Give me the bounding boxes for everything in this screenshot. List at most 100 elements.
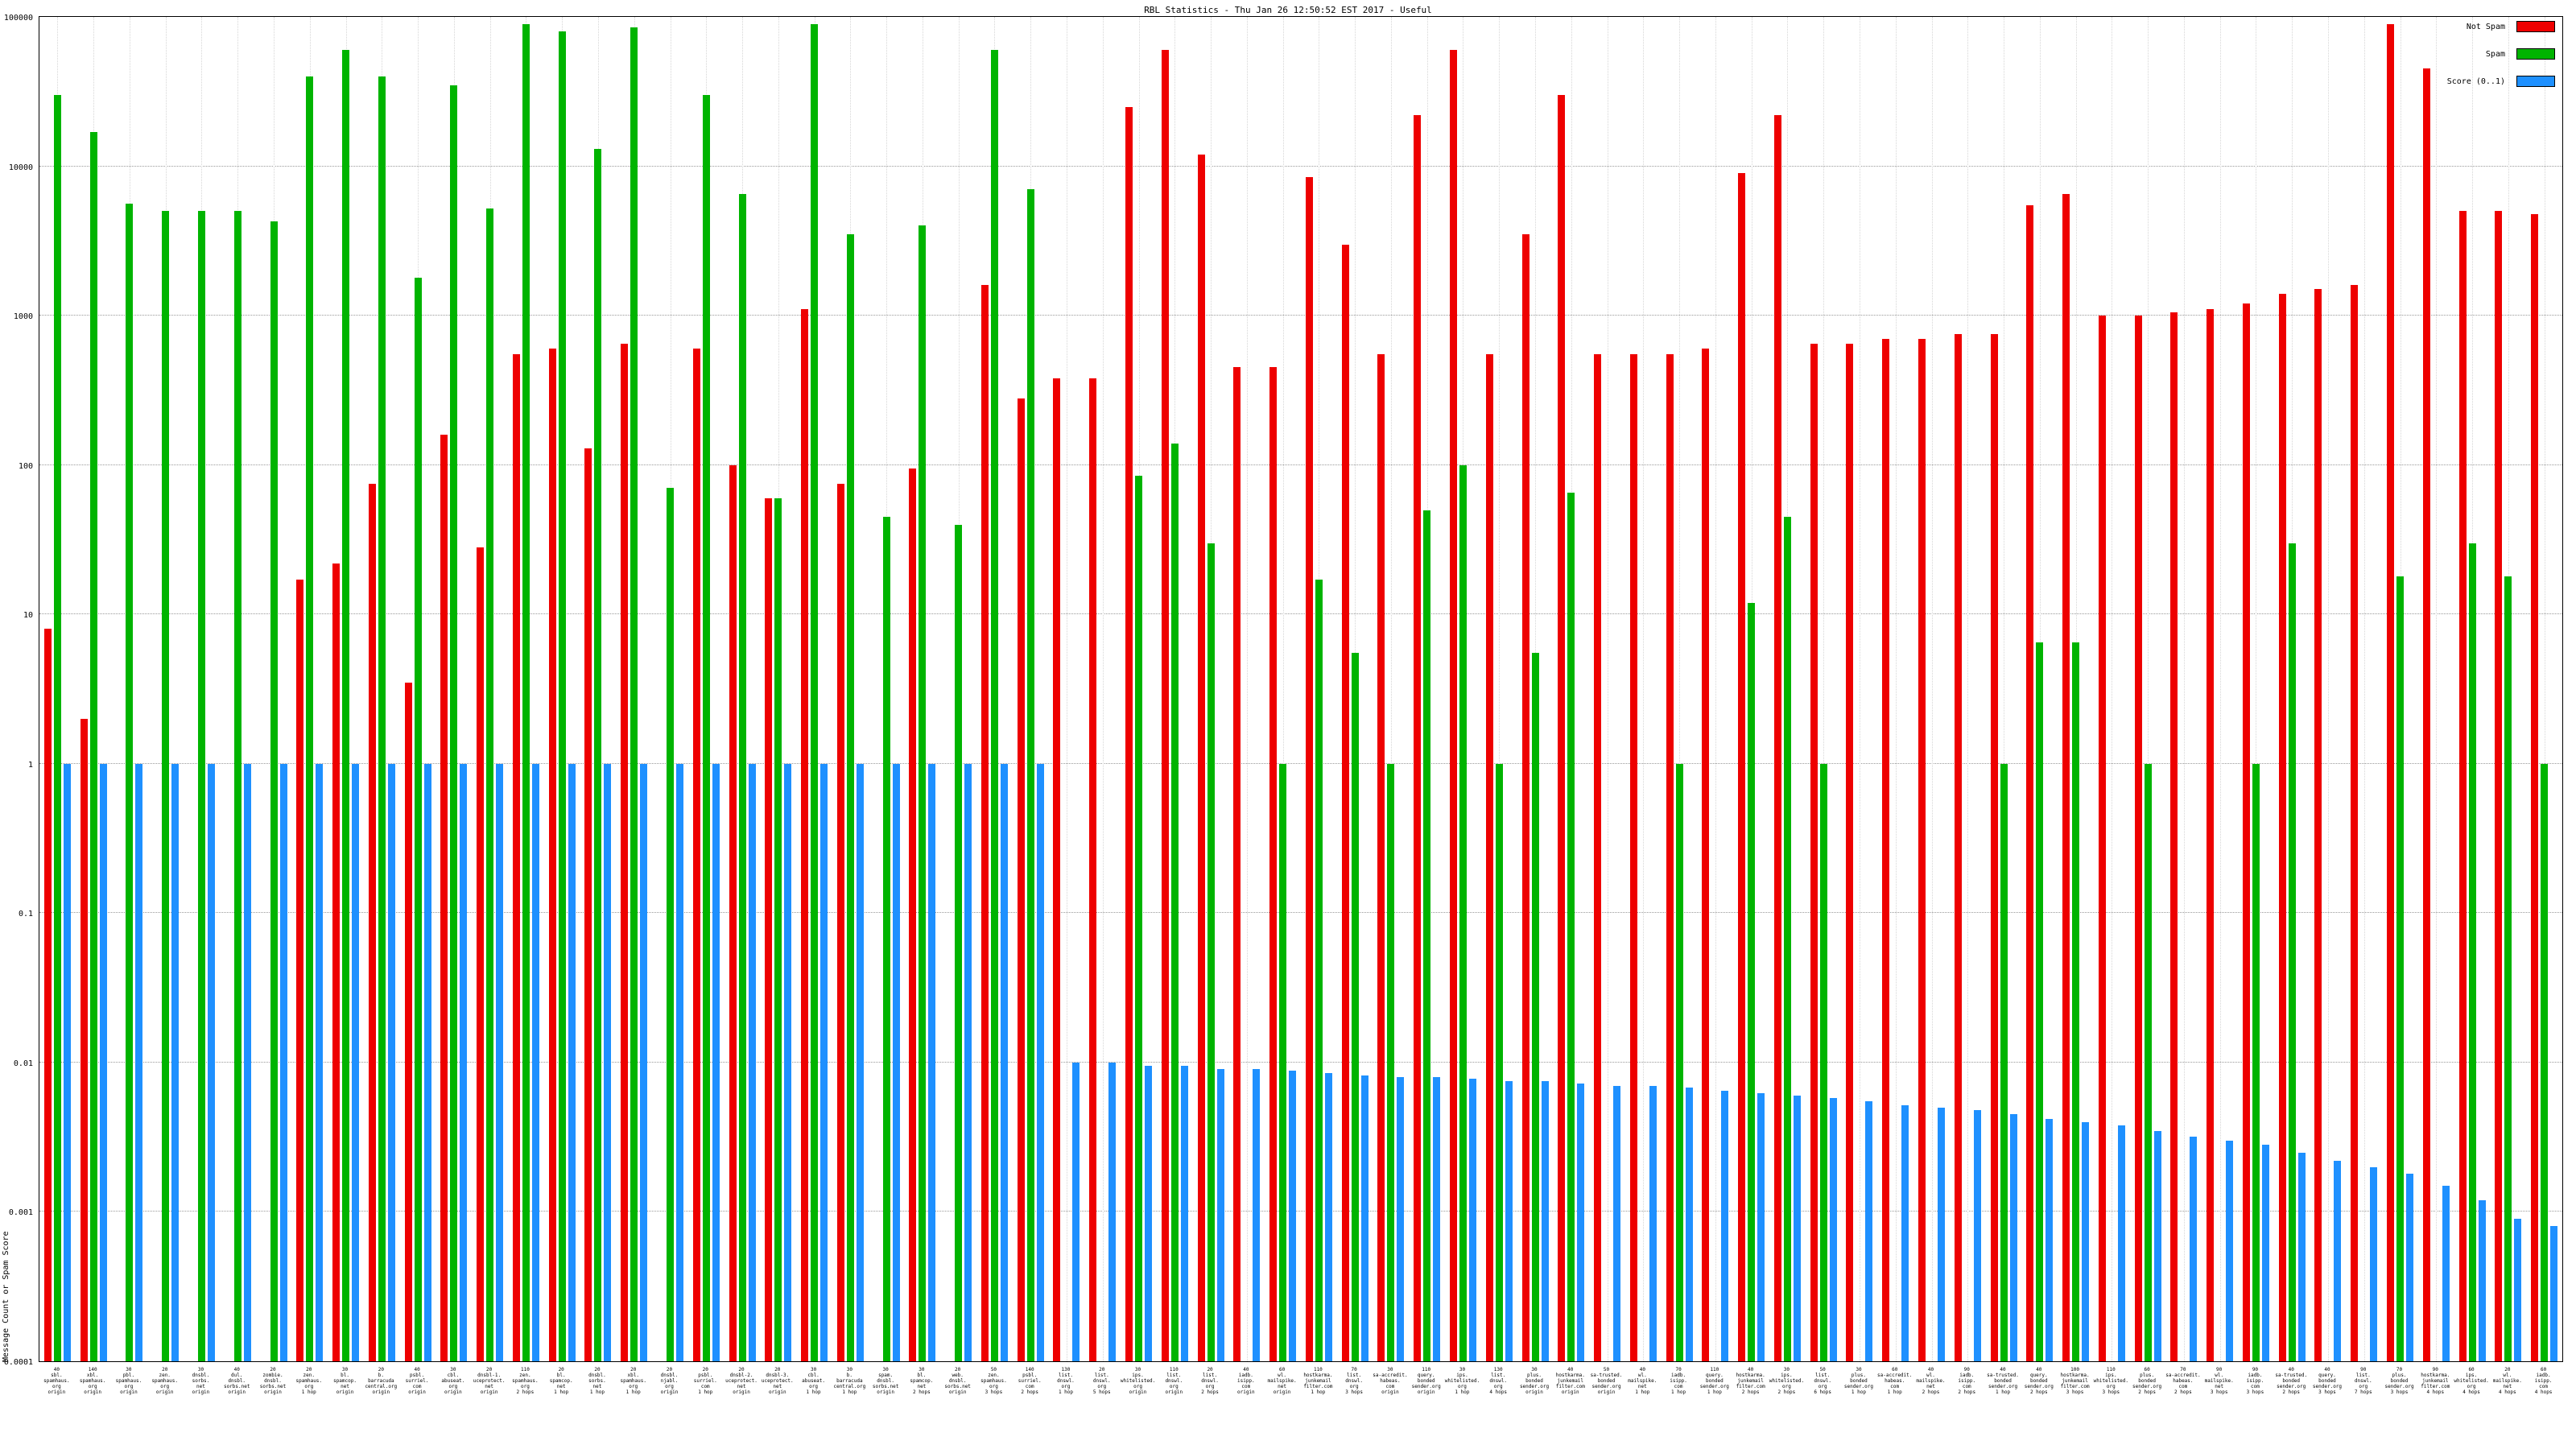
gridline-vertical xyxy=(2327,17,2329,1361)
bar-score-0-1- xyxy=(1541,1081,1549,1361)
gridline-vertical xyxy=(2363,17,2365,1361)
x-tick-label: 60 sa-accredit. habeas. com 1 hop xyxy=(1877,1367,1913,1395)
bar-not-spam xyxy=(332,563,341,1361)
y-tick-label: 1000 xyxy=(13,312,33,322)
bar-not-spam xyxy=(2242,303,2250,1361)
x-tick-label: 30 sa-accredit. habeas. com origin xyxy=(1373,1367,1408,1395)
bar-not-spam xyxy=(2026,204,2034,1361)
x-tick-label: 20 b. barracuda central.org origin xyxy=(365,1367,398,1395)
bar-spam xyxy=(702,95,710,1361)
y-tick-label: 0.0001 xyxy=(3,1358,33,1367)
x-tick-label: 40 query. bonded sender.org 2 hops xyxy=(2024,1367,2054,1395)
gridline-horizontal xyxy=(39,1061,2562,1063)
x-tick-label: 70 sa-accredit. habeas. com 2 hops xyxy=(2165,1367,2201,1395)
x-tick-label: 20 bl. spamcop. net 1 hop xyxy=(549,1367,573,1395)
bar-spam xyxy=(1170,443,1179,1361)
bar-spam xyxy=(630,27,638,1361)
legend: Not Spam Spam Score (0..1) xyxy=(2447,21,2555,103)
bar-score-0-1- xyxy=(2190,1136,2198,1361)
bar-spam xyxy=(2036,642,2044,1361)
bar-spam xyxy=(1135,475,1143,1361)
bar-score-0-1- xyxy=(2261,1145,2269,1361)
gridline-horizontal xyxy=(39,1211,2562,1212)
bar-spam xyxy=(233,211,242,1361)
bar-spam xyxy=(774,497,782,1361)
bar-not-spam xyxy=(584,448,592,1361)
x-tick-label: 20 dnsbl. sorbs. net 1 hop xyxy=(588,1367,606,1395)
x-tick-label: 20 dnsbl-2. uceprotect. net origin xyxy=(725,1367,758,1395)
legend-item-spam: Spam xyxy=(2447,48,2555,60)
x-tick-label: 20 web. dnsbl. sorbs.net origin xyxy=(944,1367,971,1395)
bar-not-spam xyxy=(1846,343,1854,1361)
bar-score-0-1- xyxy=(1685,1087,1693,1361)
x-tick-label: 20 list. dnswl. org 2 hops xyxy=(1201,1367,1219,1395)
bar-score-0-1- xyxy=(423,763,431,1361)
bar-score-0-1- xyxy=(676,763,683,1361)
bar-not-spam xyxy=(1629,354,1637,1361)
bar-score-0-1- xyxy=(1145,1066,1153,1361)
bar-not-spam xyxy=(1521,234,1530,1361)
bar-not-spam xyxy=(1594,354,1602,1361)
bar-score-0-1- xyxy=(1397,1076,1405,1361)
bar-spam xyxy=(89,131,97,1361)
bar-spam xyxy=(955,524,963,1361)
bar-score-0-1- xyxy=(928,763,936,1361)
x-tick-label: 50 list. dnswl. org 6 hops xyxy=(1814,1367,1832,1395)
bar-not-spam xyxy=(404,682,412,1361)
bar-score-0-1- xyxy=(640,763,648,1361)
bar-spam xyxy=(2144,763,2152,1361)
gridline-vertical xyxy=(2219,17,2221,1361)
x-tick-label: 110 query. bonded sender.org origin xyxy=(1411,1367,1441,1395)
x-tick-label: 60 ips. whitelisted. org 4 hops xyxy=(2454,1367,2489,1395)
bar-score-0-1- xyxy=(820,763,828,1361)
bar-score-0-1- xyxy=(1865,1101,1873,1361)
legend-label-spam: Spam xyxy=(2485,49,2505,59)
bar-spam xyxy=(846,234,854,1361)
bar-not-spam xyxy=(1089,378,1097,1361)
x-tick-label: 70 iadb. isipp. com 1 hop xyxy=(1670,1367,1687,1395)
y-tick-label: 0.1 xyxy=(18,910,33,919)
bar-spam xyxy=(1207,543,1215,1361)
bar-not-spam xyxy=(980,285,989,1361)
x-tick-label: 100 hostkarma. junkemail filter.com 3 ho… xyxy=(2060,1367,2090,1395)
x-tick-label: 30 cbl. abuseat. org 1 hop xyxy=(802,1367,826,1395)
x-axis-labels: 40 sbl. spamhaus. org origin 140 xbl. spa… xyxy=(39,1365,2563,1443)
bar-not-spam xyxy=(1738,173,1746,1361)
x-tick-label: 40 wl. mailspike. net 1 hop xyxy=(1628,1367,1657,1395)
bar-spam xyxy=(53,95,61,1361)
bar-spam xyxy=(2504,576,2512,1361)
bar-not-spam xyxy=(296,580,304,1361)
bar-spam xyxy=(1819,763,1827,1361)
x-tick-label: 110 ips. whitelisted. org 3 hops xyxy=(2093,1367,2129,1395)
bar-score-0-1- xyxy=(1901,1104,1909,1361)
x-tick-label: 30 ips. whitelisted. org 1 hop xyxy=(1444,1367,1480,1395)
bar-score-0-1- xyxy=(1757,1093,1765,1361)
bar-not-spam xyxy=(1918,338,1926,1361)
x-tick-label: 110 query. bonded sender.org 1 hop xyxy=(1699,1367,1729,1395)
x-tick-label: 30 cbl. abuseat. org origin xyxy=(441,1367,465,1395)
chart-title: RBL Statistics - Thu Jan 26 12:50:52 EST… xyxy=(1144,5,1432,15)
gridline-vertical xyxy=(1895,17,1897,1361)
gridline-horizontal xyxy=(39,464,2562,465)
x-tick-label: 20 psbl. surriel. com 1 hop xyxy=(693,1367,717,1395)
bar-score-0-1- xyxy=(1180,1066,1188,1361)
bar-not-spam xyxy=(2134,316,2142,1361)
bar-not-spam xyxy=(1990,334,1998,1361)
y-tick-label: 100 xyxy=(18,461,33,471)
x-tick-label: 30 spam. dnsbl. sorbs.net origin xyxy=(872,1367,899,1395)
x-tick-label: 90 iadb. isipp. com 2 hops xyxy=(1958,1367,1976,1395)
x-tick-label: 140 xbl. spamhaus. org origin xyxy=(79,1367,106,1395)
legend-item-score: Score (0..1) xyxy=(2447,76,2555,87)
x-tick-label: 40 sa-trusted. bonded sender.org 2 hops xyxy=(2275,1367,2308,1395)
bar-spam xyxy=(2072,642,2080,1361)
x-tick-label: 90 hostkarma. junkemail filter.com 4 hop… xyxy=(2421,1367,2450,1395)
y-tick-label: 10 xyxy=(23,611,33,621)
x-tick-label: 30 b. barracuda central.org 1 hop xyxy=(833,1367,866,1395)
bar-spam xyxy=(1748,602,1756,1361)
bar-score-0-1- xyxy=(1938,1107,1945,1361)
bar-spam xyxy=(126,204,134,1361)
bar-spam xyxy=(1495,763,1503,1361)
x-tick-label: 60 wl. mailspike. net origin xyxy=(1267,1367,1297,1395)
bar-not-spam xyxy=(2170,312,2178,1361)
